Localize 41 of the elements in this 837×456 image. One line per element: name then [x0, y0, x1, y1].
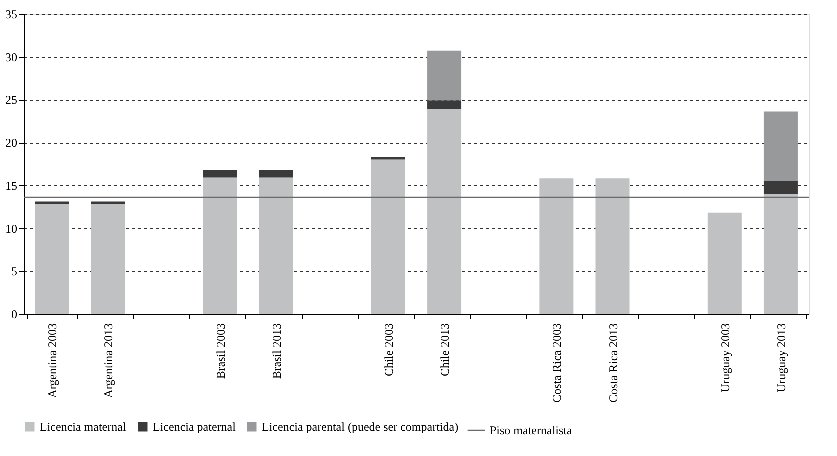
bar [91, 204, 126, 314]
y-tick-label: 25 [6, 93, 18, 108]
legend-label: Licencia maternal [40, 420, 127, 434]
y-tick-label: 15 [6, 178, 18, 193]
bar [764, 181, 798, 194]
y-tick-label: 30 [6, 50, 18, 64]
bar [428, 109, 462, 314]
x-tick-label: Chile 2003 [382, 324, 396, 376]
y-tick-label: 35 [6, 8, 18, 22]
bar [259, 178, 294, 314]
bar [371, 160, 406, 314]
x-tick-label: Costa Rica 2013 [606, 324, 620, 403]
y-tick-label: 10 [6, 222, 18, 236]
x-tick-label: Uruguay 2003 [718, 324, 732, 392]
legend-label: Piso maternalista [490, 424, 573, 438]
bar [203, 170, 238, 178]
x-tick-label: Costa Rica 2003 [550, 324, 564, 403]
legend-label: Licencia parental (puede ser compartida) [262, 420, 459, 434]
bar [540, 178, 574, 314]
bar [428, 100, 462, 110]
y-tick-label: 0 [12, 308, 18, 322]
legend-label: Licencia paternal [153, 420, 237, 434]
bar [764, 194, 798, 314]
bar [35, 202, 70, 204]
bar [708, 212, 742, 314]
x-tick-label: Brasil 2003 [214, 324, 228, 380]
x-tick-label: Brasil 2013 [270, 324, 284, 380]
bar [35, 204, 70, 314]
x-tick-label: Argentina 2013 [102, 324, 116, 398]
bar [203, 178, 238, 314]
bar [259, 170, 294, 178]
bar [596, 178, 630, 314]
bar [91, 202, 126, 204]
bar [428, 50, 462, 101]
bar [764, 112, 798, 182]
y-tick-label: 5 [12, 264, 18, 279]
x-tick-label: Uruguay 2013 [774, 324, 788, 392]
x-tick-label: Argentina 2003 [46, 324, 60, 398]
y-tick-label: 20 [6, 136, 18, 150]
x-tick-label: Chile 2013 [438, 324, 452, 376]
bar [371, 157, 406, 160]
